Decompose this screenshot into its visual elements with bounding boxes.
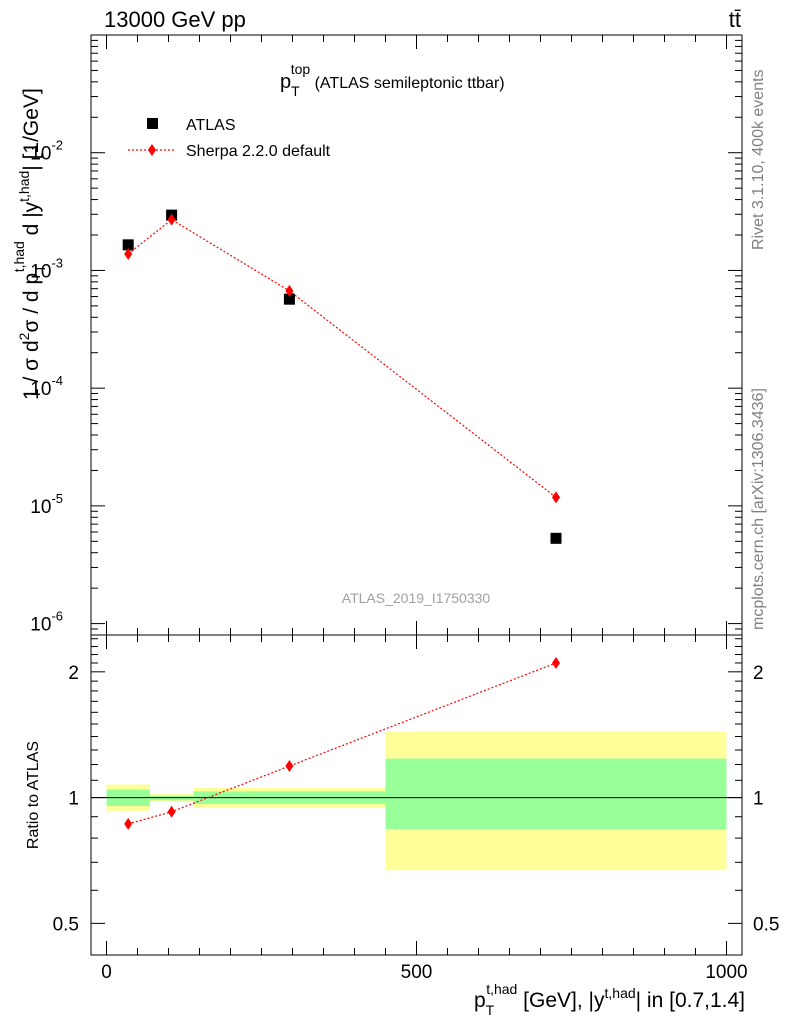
ratio-frame [90, 634, 743, 956]
ratio-y-tick-label-right: 0.5 [753, 914, 779, 935]
legend-marker-atlas [147, 118, 158, 129]
ratio-y-tick-label: 0.5 [53, 914, 79, 935]
main-panel: 10-210-310-410-510-6 [30, 34, 742, 636]
title-main: p [280, 71, 291, 93]
ratio-y-axis-label: Ratio to ATLAS [25, 741, 42, 849]
ratio-y-tick-label: 2 [68, 663, 79, 684]
main-y-tick-label: 10-2 [30, 138, 63, 165]
tick-exponent: -4 [51, 373, 63, 388]
title-sup: top [291, 61, 311, 77]
process-label: tt̄ [729, 7, 741, 32]
atlas-data-point [283, 293, 295, 305]
tick-exponent: -3 [51, 255, 63, 270]
ratio-sherpa-point [285, 760, 294, 773]
sherpa-data-point [167, 213, 176, 226]
tick-base: 10 [30, 261, 51, 282]
legend: ATLAS Sherpa 2.2.0 default [128, 117, 331, 160]
main-y-tick-label: 10-3 [30, 255, 63, 282]
tick-base: 10 [30, 497, 51, 518]
ratio-sherpa-point [167, 805, 176, 818]
ratio-sherpa-line [128, 662, 557, 825]
title-rest: (ATLAS semileptonic ttbar) [310, 75, 504, 92]
ratio-y-tick-label-right: 2 [753, 663, 764, 684]
tick-base: 10 [30, 615, 51, 636]
sherpa-data-point [124, 247, 133, 260]
atlas-data-point [550, 532, 562, 544]
rivet-label: Rivet 3.1.10, 400k events [750, 69, 767, 250]
main-y-tick-label: 10-6 [30, 609, 63, 636]
x-tick-label: 1000 [705, 962, 747, 983]
collision-label: 13000 GeV pp [104, 7, 246, 32]
tick-exponent: -5 [51, 491, 63, 506]
main-y-axis-label: 1 / σ d2σ / d pTt,had d |yt,had| [1/GeV] [11, 88, 48, 400]
ratio-sherpa-point [124, 817, 133, 830]
mcplots-label: mcplots.cern.ch [arXiv:1306.3436] [750, 388, 767, 630]
legend-label-atlas: ATLAS [186, 117, 236, 134]
tick-exponent: -6 [51, 609, 63, 624]
tick-base: 10 [30, 379, 51, 400]
sherpa-line [127, 218, 557, 498]
tick-base: 10 [30, 144, 51, 165]
x-tick-label: 0 [101, 962, 112, 983]
main-y-tick-label: 10-5 [30, 491, 63, 518]
x-tick-label: 500 [401, 962, 433, 983]
ratio-y-tick-label-right: 1 [753, 789, 764, 810]
ratio-panel: 0.5 0.5 1 1 2 2 0 500 1000 [53, 635, 779, 983]
x-axis-label: pTt,had [GeV], |yt,had| in [0.7,1.4] [474, 981, 745, 1018]
legend-label-sherpa: Sherpa 2.2.0 default [186, 143, 331, 160]
ratio-sherpa-point [552, 656, 560, 669]
analysis-watermark: ATLAS_2019_I1750330 [342, 590, 491, 606]
uncertainty-band-inner [385, 758, 727, 830]
legend-marker-sherpa [148, 144, 156, 156]
sherpa-data-point [285, 284, 294, 297]
ratio-y-tick-label: 1 [68, 789, 79, 810]
main-y-tick-label: 10-4 [30, 373, 63, 400]
plot-title: pTtop (ATLAS semileptonic ttbar) [280, 61, 505, 99]
sherpa-data-point [552, 491, 560, 504]
title-sub: T [291, 83, 300, 99]
atlas-data-point [122, 239, 134, 251]
tick-exponent: -2 [51, 138, 63, 153]
